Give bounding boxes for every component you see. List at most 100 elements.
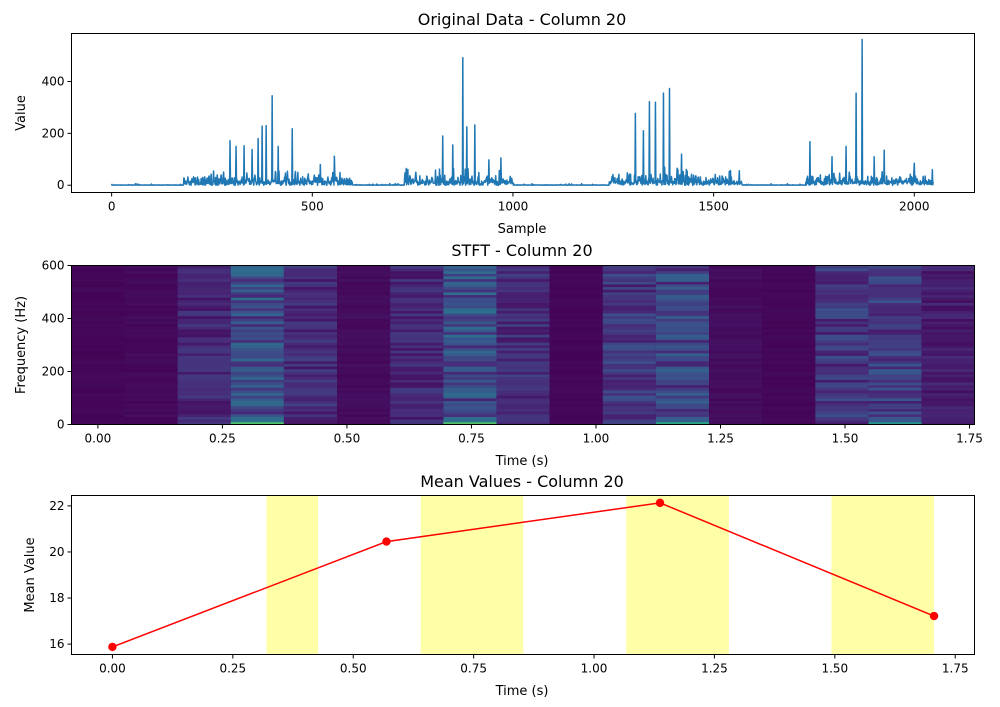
stft-cell [390,313,444,317]
mean-value-point [929,611,939,621]
stft-cell [496,286,550,290]
stft-cell [124,366,178,370]
stft-cell [177,323,231,327]
stft-cell [177,382,231,386]
stft-cell [655,284,710,288]
stft-cell [496,384,550,388]
stft-cell [655,289,710,293]
stft-cell [71,392,125,396]
stft-cell [390,419,444,423]
stft-cell [602,416,656,420]
stft-cell [921,318,975,322]
stft-cell [230,363,284,367]
stft-cell [337,334,391,338]
stft-cell [390,310,444,314]
stft-cell [655,276,710,280]
stft-cell [602,382,656,386]
stft-cell [549,342,603,346]
stft-cell [337,313,391,317]
stft-cell [71,313,125,317]
stft-cell [443,297,497,301]
stft-cell [655,371,710,375]
stft-cell [602,379,656,383]
stft-cell [230,318,284,322]
stft-cell [337,419,391,423]
stft-cell [496,350,550,354]
stft-cell [709,276,763,280]
stft-cell [124,299,178,303]
stft-cell [709,413,763,417]
stft-cell [496,413,550,417]
stft-cell [230,339,284,343]
stft-cell [443,374,497,378]
stft-cell [496,323,550,327]
stft-cell [230,379,284,383]
stft-cell [815,313,869,317]
stft-cell [762,345,816,349]
stft-cell [921,374,975,378]
stft-cell [868,297,922,301]
stft-cell [443,395,497,399]
stft-cell [177,265,231,269]
stft-cell [177,405,231,409]
stft-cell [124,310,178,314]
stft-cell [283,302,338,306]
stft-cell [655,321,710,325]
stft-cell [283,337,338,341]
stft-cell [655,337,710,341]
stft-cell [177,286,231,290]
stft-cell [709,342,763,346]
stft-cell [230,307,284,311]
stft-cell [709,376,763,380]
stft-cell [496,310,550,314]
stft-cell [921,294,975,298]
stft-cell [390,329,444,333]
stft-cell [443,318,497,322]
stft-cell [549,307,603,311]
stft-cell [655,323,710,327]
original-data-frame [71,33,975,193]
stft-cell [390,358,444,362]
stft-cell [443,284,497,288]
stft-cell [655,352,710,356]
stft-cell [177,313,231,317]
stft-cell [762,374,816,378]
stft-cell [868,292,922,296]
stft-cell [549,294,603,298]
stft-cell [71,345,125,349]
stft-cell [602,350,656,354]
stft-cell [762,339,816,343]
mean-values-title: Mean Values - Column 20 [420,472,624,491]
stft-cell [815,408,869,412]
stft-cell [177,299,231,303]
stft-cell [655,421,710,425]
stft-cell [337,408,391,412]
stft-cell [709,334,763,338]
original-data-title: Original Data - Column 20 [418,10,627,29]
stft-cell [868,345,922,349]
highlight-span [420,495,524,655]
stft-cell [390,360,444,364]
stft-cell [762,382,816,386]
stft-cell [921,305,975,309]
stft-cell [177,302,231,306]
mean-value-point [382,537,391,546]
stft-cell [921,379,975,383]
stft-cell [709,278,763,282]
stft-cell [921,405,975,409]
stft-cell [921,350,975,354]
stft-cell [283,355,338,359]
stft-cell [496,337,550,341]
stft-cell [549,326,603,330]
stft-cell [762,321,816,325]
stft-cell [762,270,816,274]
stft-cell [868,310,922,314]
stft-cell [762,299,816,303]
stft-cell [602,342,656,346]
stft-cell [71,273,125,277]
stft-cell [868,400,922,404]
stft-xtick-label: 0.25 [209,432,236,446]
stft-cell [549,358,603,362]
stft-cell [337,265,391,269]
stft-cell [337,384,391,388]
